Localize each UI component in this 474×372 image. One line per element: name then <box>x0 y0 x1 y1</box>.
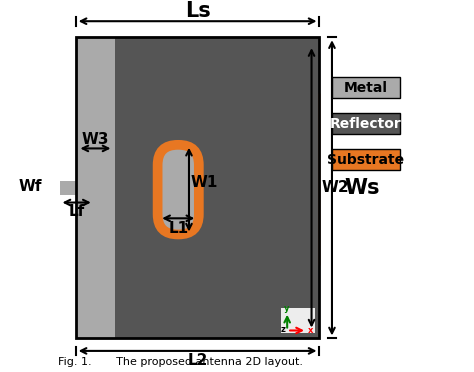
Text: L2: L2 <box>187 353 208 368</box>
Text: W2: W2 <box>321 180 349 195</box>
Bar <box>76 37 319 339</box>
Bar <box>281 308 315 333</box>
Text: L1: L1 <box>168 221 188 236</box>
FancyBboxPatch shape <box>158 145 199 234</box>
Bar <box>332 77 400 98</box>
Text: Ls: Ls <box>185 1 210 21</box>
Text: y: y <box>283 304 289 313</box>
Text: Substrate: Substrate <box>328 153 405 167</box>
Text: Metal: Metal <box>344 81 388 95</box>
Bar <box>332 149 400 170</box>
Text: z: z <box>281 325 286 334</box>
Text: W1: W1 <box>191 175 218 190</box>
Bar <box>115 37 319 339</box>
Text: Reflector: Reflector <box>330 117 402 131</box>
Bar <box>115 37 319 339</box>
Text: x: x <box>308 326 313 335</box>
Bar <box>60 181 94 195</box>
Text: Ws: Ws <box>345 178 380 198</box>
Bar <box>115 54 238 319</box>
Text: Fig. 1.       The proposed antenna 2D layout.: Fig. 1. The proposed antenna 2D layout. <box>58 357 303 367</box>
Bar <box>332 113 400 134</box>
Text: Wf: Wf <box>19 179 42 193</box>
Text: Lf: Lf <box>69 204 85 219</box>
Bar <box>76 37 115 339</box>
Text: W3: W3 <box>82 132 109 147</box>
